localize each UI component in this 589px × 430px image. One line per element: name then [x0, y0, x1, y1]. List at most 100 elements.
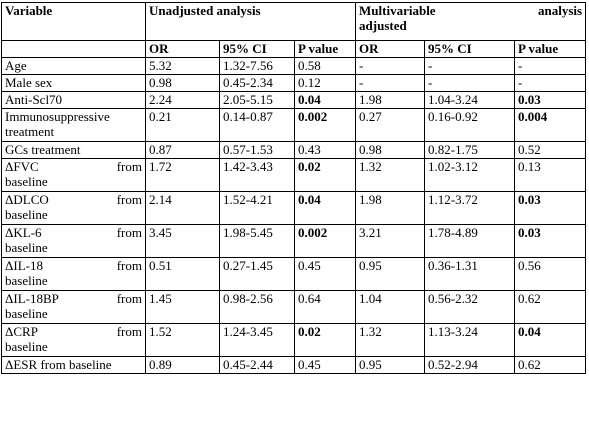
results-table: Variable Unadjusted analysis Multivariab…	[1, 2, 587, 374]
unadjusted-ci-cell: 0.14-0.87	[219, 108, 295, 142]
header-variable: Variable	[1, 2, 146, 41]
header-unadjusted-or: OR	[145, 40, 220, 58]
adjusted-ci-cell: 1.04-3.24	[424, 91, 516, 109]
variable-name: ΔDLCO	[5, 192, 49, 208]
header-multivariable: Multivariable analysis adjusted	[355, 2, 587, 41]
unadjusted-ci-cell: 0.27-1.45	[219, 257, 295, 291]
adjusted-ci-cell: 0.36-1.31	[424, 257, 516, 291]
variable-name-line2: baseline	[5, 174, 48, 189]
unadjusted-or-cell: 0.89	[145, 356, 220, 374]
unadjusted-ci-cell: 1.32-7.56	[219, 57, 295, 75]
adjusted-p-cell: 0.62	[514, 290, 587, 324]
variable-cell: Anti-Scl70	[1, 91, 146, 109]
adjusted-p-cell: 0.13	[514, 158, 587, 192]
unadjusted-ci-cell: 2.05-5.15	[219, 91, 295, 109]
variable-cell: ΔDLCO from baseline	[1, 191, 146, 225]
adjusted-ci-cell: 0.52-2.94	[424, 356, 516, 374]
header-adjusted-p: P value	[514, 40, 587, 58]
variable-name: Anti-Scl70	[5, 92, 63, 108]
unadjusted-or-cell: 1.72	[145, 158, 220, 192]
unadjusted-p-cell: 0.64	[293, 290, 357, 324]
variable-cell: ΔIL-18 from baseline	[1, 257, 146, 291]
variable-cell: ΔCRP from baseline	[1, 323, 146, 357]
variable-name: Immunosuppressive	[5, 109, 110, 125]
table-row: Age 5.32 1.32-7.56 0.58- - -	[1, 57, 587, 75]
unadjusted-ci-cell: 1.24-3.45	[219, 323, 295, 357]
variable-name-line2: treatment	[5, 124, 55, 139]
variable-cell: ΔFVC from baseline	[1, 158, 146, 192]
adjusted-or-cell: 1.98	[355, 91, 426, 109]
unadjusted-p-cell: 0.002	[293, 224, 357, 258]
adjusted-or-cell: -	[355, 57, 426, 75]
unadjusted-or-cell: 0.87	[145, 141, 220, 159]
unadjusted-or-cell: 2.14	[145, 191, 220, 225]
header-row-2: OR 95% CI P value OR 95% CI P value	[1, 40, 587, 58]
adjusted-p-cell: -	[514, 74, 587, 92]
unadjusted-p-cell: 0.58	[293, 57, 357, 75]
variable-name-line2: baseline	[5, 306, 48, 321]
variable-name: ΔCRP	[5, 324, 38, 340]
header-multivariable-word1: Multivariable	[359, 3, 436, 19]
unadjusted-or-cell: 3.45	[145, 224, 220, 258]
table-row: ΔDLCO from baseline 2.14 1.52-4.21 0.04 1.98 1.…	[1, 191, 587, 225]
variable-name-suffix: from	[116, 291, 142, 307]
adjusted-ci-cell: 0.56-2.32	[424, 290, 516, 324]
adjusted-ci-cell: 0.82-1.75	[424, 141, 516, 159]
adjusted-ci-cell: 1.12-3.72	[424, 191, 516, 225]
variable-name: GCs treatment	[5, 142, 81, 158]
variable-name: ΔIL-18	[5, 258, 43, 274]
unadjusted-ci-cell: 0.98-2.56	[219, 290, 295, 324]
adjusted-p-cell: 0.62	[514, 356, 587, 374]
variable-cell: ΔIL-18BP from baseline	[1, 290, 146, 324]
header-row-1: Variable Unadjusted analysis Multivariab…	[1, 2, 587, 41]
adjusted-ci-cell: 1.78-4.89	[424, 224, 516, 258]
adjusted-ci-cell: 1.02-3.12	[424, 158, 516, 192]
adjusted-p-cell: 0.03	[514, 224, 587, 258]
adjusted-ci-cell: 0.16-0.92	[424, 108, 516, 142]
adjusted-or-cell: 1.04	[355, 290, 426, 324]
variable-name: ΔFVC	[5, 159, 39, 175]
variable-cell: Male sex	[1, 74, 146, 92]
adjusted-or-cell: 1.32	[355, 158, 426, 192]
variable-cell: ΔESR from baseline	[1, 356, 146, 374]
unadjusted-ci-cell: 1.52-4.21	[219, 191, 295, 225]
unadjusted-p-cell: 0.02	[293, 158, 357, 192]
adjusted-or-cell: 3.21	[355, 224, 426, 258]
variable-name-line2: baseline	[5, 207, 48, 222]
variable-name-suffix: from	[116, 192, 142, 208]
unadjusted-or-cell: 0.98	[145, 74, 220, 92]
adjusted-or-cell: 1.32	[355, 323, 426, 357]
header-empty-cell	[1, 40, 146, 58]
unadjusted-p-cell: 0.04	[293, 91, 357, 109]
table-row: Anti-Scl70 2.24 2.05-5.15 0.04 1.98 1.04-3.24…	[1, 91, 587, 109]
unadjusted-ci-cell: 0.45-2.34	[219, 74, 295, 92]
variable-name-suffix: from	[116, 159, 142, 175]
variable-name: ΔKL-6	[5, 225, 42, 241]
variable-name-suffix: from	[116, 258, 142, 274]
adjusted-or-cell: 0.98	[355, 141, 426, 159]
table-row: GCs treatment 0.87 0.57-1.53 0.43 0.98 0.82-1…	[1, 141, 587, 159]
header-adjusted-ci: 95% CI	[424, 40, 516, 58]
adjusted-or-cell: -	[355, 74, 426, 92]
unadjusted-ci-cell: 1.42-3.43	[219, 158, 295, 192]
variable-cell: Age	[1, 57, 146, 75]
table-row: ΔIL-18 from baseline 0.51 0.27-1.45 0.45 0.95 0…	[1, 257, 587, 291]
variable-cell: Immunosuppressive treatment	[1, 108, 146, 142]
adjusted-or-cell: 0.95	[355, 356, 426, 374]
adjusted-p-cell: 0.004	[514, 108, 587, 142]
variable-name-suffix: from	[116, 324, 142, 340]
variable-name-line2: baseline	[5, 339, 48, 354]
adjusted-p-cell: 0.03	[514, 191, 587, 225]
unadjusted-or-cell: 0.51	[145, 257, 220, 291]
unadjusted-ci-cell: 1.98-5.45	[219, 224, 295, 258]
header-unadjusted-ci: 95% CI	[219, 40, 295, 58]
unadjusted-p-cell: 0.12	[293, 74, 357, 92]
adjusted-ci-cell: 1.13-3.24	[424, 323, 516, 357]
unadjusted-ci-cell: 0.45-2.44	[219, 356, 295, 374]
variable-name: ΔIL-18BP	[5, 291, 59, 307]
table-row: ΔCRP from baseline 1.52 1.24-3.45 0.02 1.32 1.1…	[1, 323, 587, 357]
unadjusted-p-cell: 0.43	[293, 141, 357, 159]
adjusted-ci-cell: -	[424, 74, 516, 92]
variable-cell: GCs treatment	[1, 141, 146, 159]
adjusted-p-cell: 0.04	[514, 323, 587, 357]
